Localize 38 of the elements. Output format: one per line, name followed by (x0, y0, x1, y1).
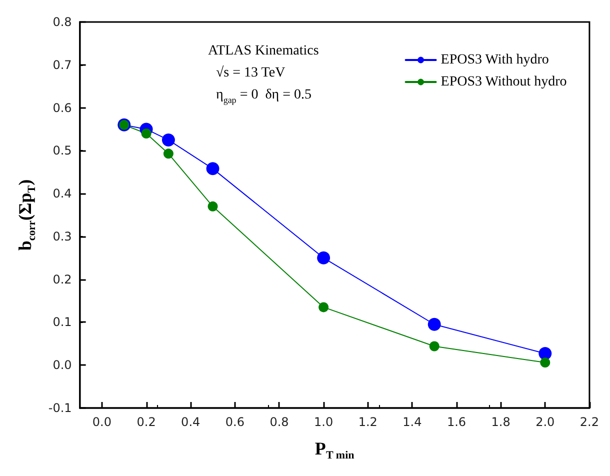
point (538, 347, 552, 360)
y-tick-label: 0.6 (52, 100, 72, 115)
y-axis-title: bcorr(ΣpT) (15, 179, 38, 251)
point (428, 318, 441, 331)
annotation: ATLAS Kinematics (208, 44, 319, 58)
x-tick-label: 0.4 (181, 415, 200, 429)
x-tick-label: 1.2 (358, 415, 378, 429)
point (540, 358, 550, 368)
point (429, 341, 440, 352)
point (162, 133, 175, 146)
x-tick-label: 0.2 (136, 415, 156, 429)
x-tick-label: 0.0 (92, 415, 112, 429)
x-tick-label: 1.6 (446, 415, 466, 429)
x-tick-label: 1.0 (314, 415, 334, 429)
x-tick-label: 2.2 (580, 415, 600, 429)
y-tick-label: 0.5 (52, 144, 72, 158)
y-tick-label: 0.4 (52, 186, 72, 201)
point (208, 201, 218, 212)
point (206, 162, 220, 176)
x-tick-label: 0.8 (270, 415, 289, 429)
x-tick-label: 1.4 (402, 415, 422, 429)
y-tick-label: 0.3 (52, 229, 72, 244)
x-tick-label: 0.6 (225, 415, 244, 429)
x-tick-label: 2.0 (536, 415, 555, 429)
y-tick-label: -0.1 (48, 401, 72, 415)
y-tick-label: 0.1 (52, 315, 72, 330)
point (141, 128, 152, 139)
point (317, 251, 330, 264)
point (163, 148, 174, 159)
y-tick-label: 0.8 (52, 15, 72, 29)
x-tick-label: 1.8 (491, 415, 510, 429)
y-tick-label: 0.2 (52, 272, 72, 286)
point (318, 302, 329, 312)
legend-label: EPOS3 With hydro (440, 52, 549, 68)
annotation: √s = 13 TeV (216, 64, 286, 80)
y-tick-label: 0.0 (52, 358, 72, 372)
y-tick-label: 0.7 (52, 58, 72, 72)
legend-label: EPOS3 Without hydro (440, 74, 567, 90)
